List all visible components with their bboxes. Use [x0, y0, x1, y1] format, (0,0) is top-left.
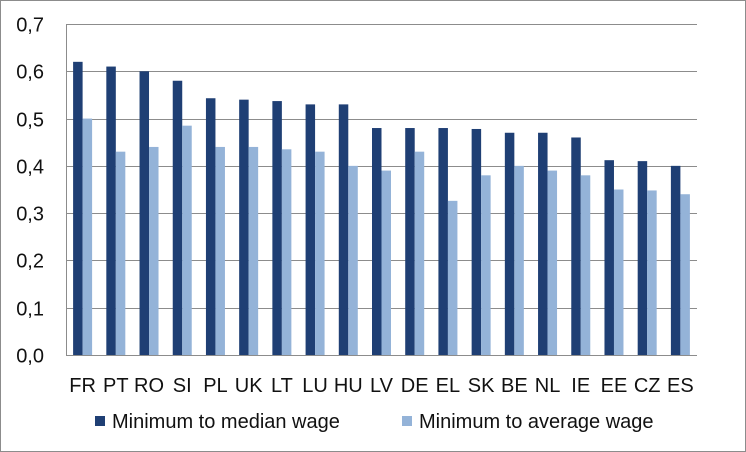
- y-tick-label: 0,0: [16, 346, 44, 368]
- y-tick-label: 0,7: [16, 15, 44, 37]
- bar-average-nl: [547, 170, 558, 355]
- gridlines: [66, 24, 697, 309]
- bar-average-be: [514, 165, 524, 355]
- bar-average-el: [447, 200, 458, 355]
- x-tick-label: LT: [271, 375, 293, 397]
- bar-median-hu: [338, 104, 349, 355]
- x-tick-label: LU: [302, 375, 328, 397]
- x-tick-label: ES: [667, 375, 694, 397]
- bar-average-de: [414, 151, 425, 355]
- bar-average-cz: [647, 190, 657, 355]
- bar-average-ro: [149, 146, 159, 355]
- y-tick-label: 0,4: [16, 157, 44, 179]
- x-tick-label: UK: [235, 375, 263, 397]
- bar-average-lv: [381, 170, 391, 355]
- bar-average-pl: [215, 146, 225, 355]
- bar-median-nl: [538, 132, 548, 355]
- x-tick-label: CZ: [634, 375, 661, 397]
- bar-median-pl: [205, 98, 216, 355]
- y-tick-label: 0,3: [16, 204, 44, 226]
- bar-median-sk: [471, 128, 482, 355]
- bar-median-pt: [106, 66, 116, 356]
- bar-median-el: [438, 128, 448, 355]
- bar-average-fr: [82, 118, 93, 355]
- tick-labels: 0,0 0,1 0,2 0,3 0,4 0,5 0,6 0,7 FR PT RO SI PL UK LT LU…: [16, 15, 694, 398]
- y-tick-label: 0,1: [16, 299, 44, 321]
- y-tick-label: 0,6: [16, 62, 44, 84]
- y-tick-label: 0,2: [16, 251, 44, 273]
- bar-average-uk: [248, 146, 259, 355]
- x-tick-label: IE: [571, 375, 590, 397]
- x-tick-label: EE: [601, 375, 628, 397]
- bar-average-ie: [580, 175, 591, 355]
- x-tick-label: PT: [103, 375, 129, 397]
- x-tick-label: LV: [370, 375, 394, 397]
- bar-median-si: [172, 80, 183, 355]
- legend: Minimum to median wage Minimum to average…: [95, 411, 654, 433]
- bar-median-es: [670, 165, 681, 355]
- axes: [66, 24, 697, 356]
- x-tick-label: SI: [173, 375, 192, 397]
- bar-median-ee: [604, 160, 614, 355]
- x-tick-label: PL: [203, 375, 227, 397]
- y-tick-label: 0,5: [16, 110, 44, 132]
- bar-average-ee: [613, 189, 624, 355]
- x-tick-label: NL: [535, 375, 561, 397]
- bar-median-ie: [571, 137, 581, 355]
- bar-median-de: [405, 128, 415, 355]
- bar-average-es: [680, 194, 690, 355]
- bar-average-si: [182, 125, 192, 356]
- x-tick-label: HU: [334, 375, 363, 397]
- bar-average-lu: [315, 151, 325, 355]
- bar-median-cz: [637, 161, 648, 355]
- x-tick-label: SK: [468, 375, 495, 397]
- bar-median-lu: [305, 104, 316, 355]
- bar-average-hu: [348, 165, 358, 355]
- x-tick-label: RO: [134, 375, 164, 397]
- bar-median-ro: [139, 71, 150, 356]
- legend-swatch: [402, 416, 412, 426]
- bar-average-lt: [281, 149, 292, 355]
- x-tick-label: FR: [69, 375, 96, 397]
- bar-median-uk: [239, 99, 249, 356]
- x-tick-label: DE: [401, 375, 429, 397]
- legend-swatch: [95, 416, 105, 426]
- bar-median-be: [504, 132, 515, 355]
- bars: [73, 61, 690, 356]
- bar-median-lv: [372, 128, 382, 355]
- legend-label: Minimum to average wage: [419, 411, 654, 433]
- legend-label: Minimum to median wage: [112, 411, 340, 433]
- bar-average-sk: [481, 175, 491, 355]
- x-tick-label: BE: [501, 375, 528, 397]
- bar-average-pt: [115, 151, 126, 355]
- x-tick-label: EL: [436, 375, 460, 397]
- bar-median-fr: [73, 61, 83, 355]
- bar-median-lt: [272, 101, 282, 355]
